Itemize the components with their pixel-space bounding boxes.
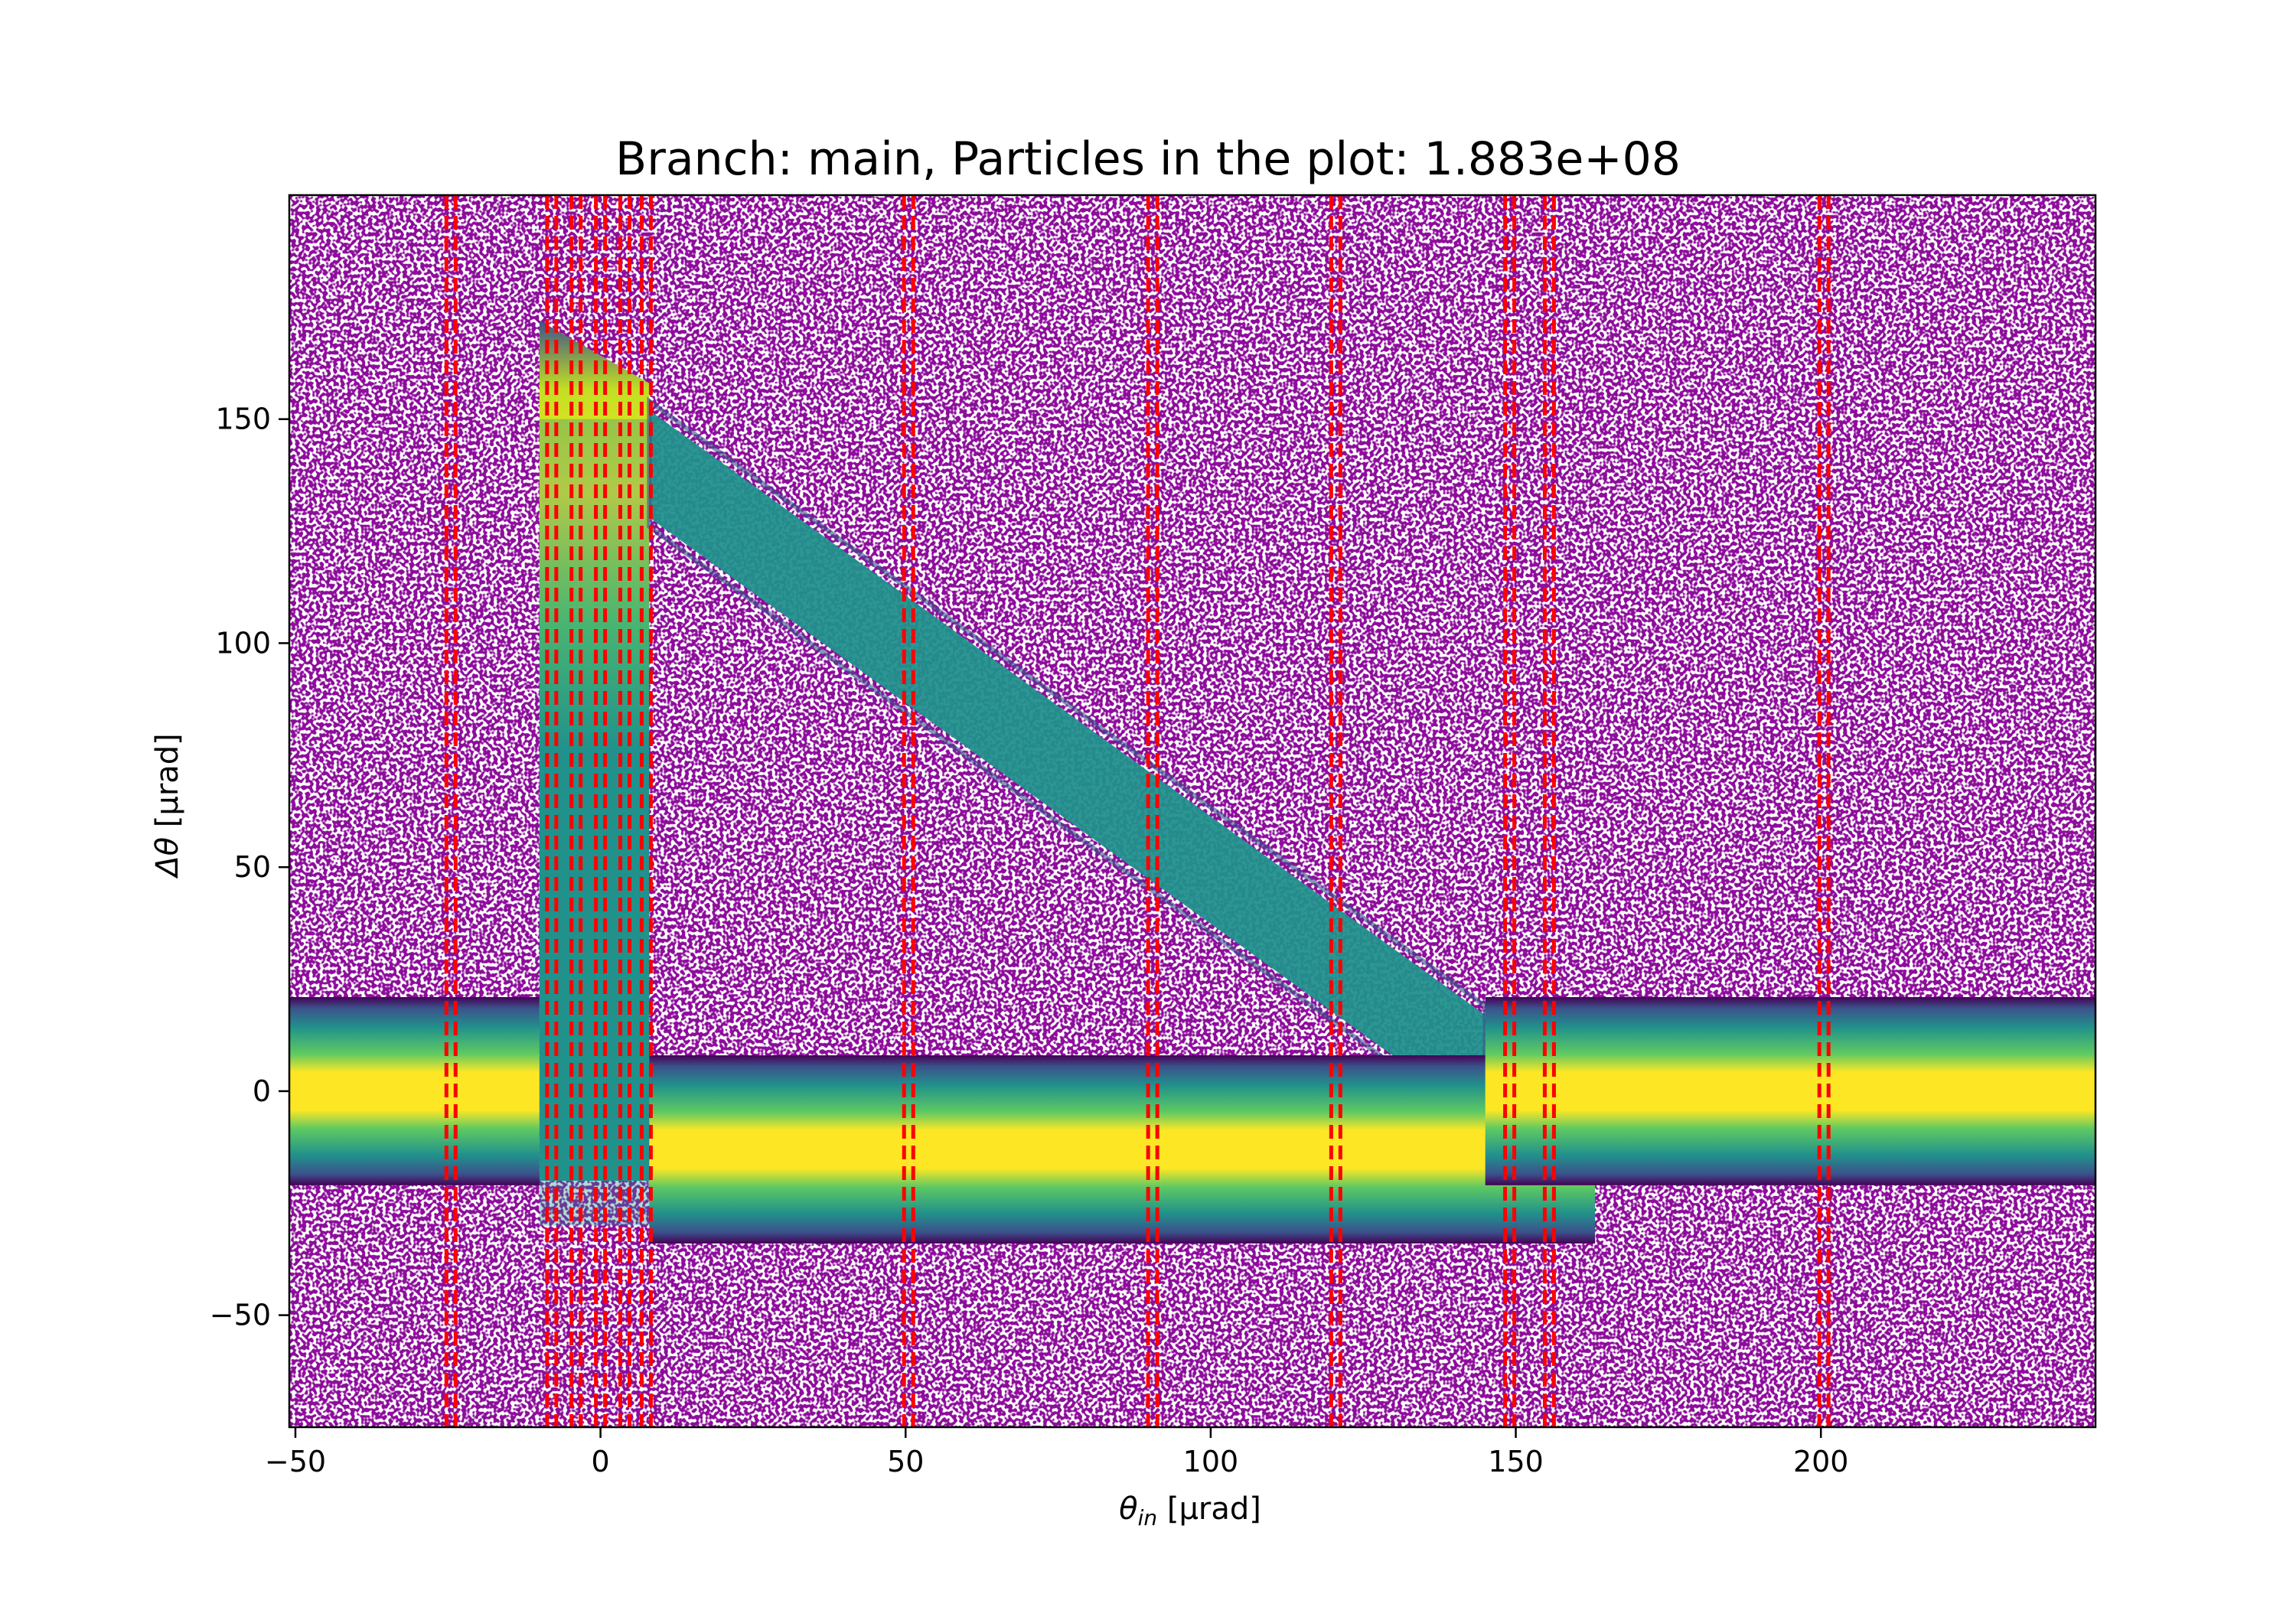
x-tick-label: −50 — [265, 1445, 326, 1478]
y-tick-label: 150 — [215, 403, 271, 436]
chart-title: Branch: main, Particles in the plot: 1.8… — [615, 132, 1681, 186]
y-tick-label: 100 — [215, 626, 271, 660]
x-tick-label: 100 — [1183, 1445, 1239, 1478]
y-axis: −50 0 50 100 150 — [210, 403, 289, 1332]
x-axis: −50 0 50 100 150 200 — [265, 1427, 1849, 1478]
band-amorphous — [1485, 996, 2095, 1185]
y-tick-label: −50 — [210, 1299, 271, 1332]
plot-frame — [288, 194, 2097, 1429]
band-diagonal — [649, 410, 1486, 1123]
y-axis-label: Δθ [μrad] — [150, 733, 185, 879]
plot-area — [289, 195, 2095, 1427]
x-tick-label: 150 — [1488, 1445, 1544, 1478]
y-tick-label: 50 — [234, 850, 271, 884]
x-axis-label: θin [μrad] — [1119, 1491, 1261, 1530]
band-volume-reflection — [649, 1055, 1596, 1244]
x-tick-label: 50 — [887, 1445, 924, 1478]
y-tick-label: 0 — [253, 1074, 271, 1108]
x-tick-label: 200 — [1793, 1445, 1849, 1478]
x-tick-label: 0 — [592, 1445, 610, 1478]
band-amorphous — [289, 996, 540, 1185]
